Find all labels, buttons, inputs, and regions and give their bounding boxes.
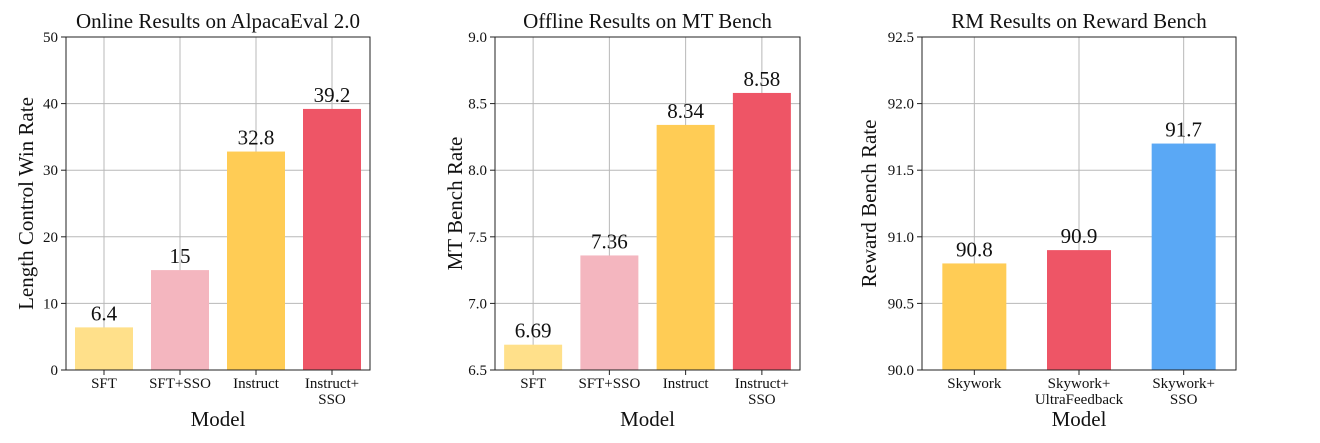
category-label-2: SFT+SSO bbox=[149, 376, 211, 392]
value-label-4: 39.2 bbox=[314, 83, 351, 107]
category-label-line: Instruct+ bbox=[305, 376, 359, 392]
bar-3 bbox=[227, 151, 285, 370]
category-label-line: SSO bbox=[748, 392, 776, 408]
y-tick-label: 50 bbox=[43, 30, 58, 46]
plot-frame bbox=[494, 36, 801, 371]
y-tick-label: 30 bbox=[43, 163, 58, 179]
y-axis-label: MT Bench Rate bbox=[443, 137, 467, 271]
value-label-2: 90.9 bbox=[1061, 224, 1098, 248]
bar-1 bbox=[75, 327, 133, 370]
bar-1 bbox=[942, 263, 1007, 370]
category-label-1: SFT bbox=[520, 376, 546, 392]
value-label-2: 7.36 bbox=[591, 229, 628, 253]
category-label-line: Instruct+ bbox=[735, 376, 789, 392]
category-label-4: Instruct+ SSO bbox=[305, 376, 359, 408]
category-label-line: SFT+SSO bbox=[149, 376, 211, 392]
category-label-4: Instruct+ SSO bbox=[735, 376, 789, 408]
value-label-3: 91.7 bbox=[1165, 118, 1202, 142]
value-label-1: 6.69 bbox=[515, 319, 552, 343]
y-tick-label: 10 bbox=[43, 296, 58, 312]
category-label-line: SFT bbox=[520, 376, 546, 392]
y-tick-label: 40 bbox=[43, 97, 58, 113]
category-label-line: SSO bbox=[1170, 392, 1198, 408]
category-label-1: Skywork bbox=[947, 376, 1002, 392]
chart-title: RM Results on Reward Bench bbox=[951, 9, 1207, 33]
y-tick-label: 8.5 bbox=[468, 97, 487, 113]
y-tick-label: 90.5 bbox=[888, 296, 914, 312]
y-axis-label: Length Control Win Rate bbox=[14, 97, 38, 310]
y-tick-label: 91.5 bbox=[888, 163, 914, 179]
value-label-3: 8.34 bbox=[667, 99, 704, 123]
value-label-3: 32.8 bbox=[238, 126, 275, 150]
category-label-3: Instruct bbox=[233, 376, 280, 392]
chart-1: 6.4 15 32.8 39.2 0 10 20 30 40 50 SFT SFT+SSO Instru… bbox=[14, 9, 371, 431]
chart-title: Offline Results on MT Bench bbox=[523, 9, 772, 33]
bar-3 bbox=[1151, 143, 1216, 370]
bar-2 bbox=[1047, 250, 1111, 370]
y-tick-label: 7.0 bbox=[468, 296, 487, 312]
chart-3: 90.8 90.9 91.7 90.0 90.5 91.0 91.5 92.0 92.5 Skyw… bbox=[857, 9, 1237, 431]
value-label-2: 15 bbox=[170, 244, 191, 268]
y-tick-label: 20 bbox=[43, 230, 58, 246]
category-label-3: Skywork+ SSO bbox=[1152, 376, 1215, 408]
bar-4 bbox=[303, 108, 361, 370]
bar-2 bbox=[580, 255, 639, 370]
category-label-2: Skywork+ UltraFeedback bbox=[1035, 376, 1124, 408]
category-label-line: Instruct bbox=[663, 376, 710, 392]
x-axis-label: Model bbox=[1052, 407, 1107, 431]
category-label-line: Skywork+ bbox=[1152, 376, 1215, 392]
bar-3 bbox=[656, 124, 715, 370]
category-label-1: SFT bbox=[91, 376, 117, 392]
x-axis-label: Model bbox=[620, 407, 675, 431]
category-label-2: SFT+SSO bbox=[578, 376, 640, 392]
y-tick-label: 9.0 bbox=[468, 30, 487, 46]
bar-1 bbox=[504, 344, 563, 370]
bar-4 bbox=[732, 92, 791, 370]
category-label-3: Instruct bbox=[663, 376, 710, 392]
chart-title: Online Results on AlpacaEval 2.0 bbox=[76, 9, 360, 33]
y-tick-label: 91.0 bbox=[888, 230, 914, 246]
category-label-line: SFT bbox=[91, 376, 117, 392]
bar-2 bbox=[151, 270, 209, 370]
y-tick-label: 92.5 bbox=[888, 30, 914, 46]
x-axis-label: Model bbox=[191, 407, 246, 431]
category-label-line: Instruct bbox=[233, 376, 280, 392]
y-tick-label: 92.0 bbox=[888, 97, 914, 113]
value-label-4: 8.58 bbox=[744, 67, 781, 91]
chart-2: 6.69 7.36 8.34 8.58 6.5 7.0 7.5 8.0 8.5 9.0 SFT SFT… bbox=[443, 9, 801, 431]
y-tick-label: 7.5 bbox=[468, 230, 487, 246]
y-tick-label: 6.5 bbox=[468, 363, 487, 379]
y-tick-label: 90.0 bbox=[888, 363, 914, 379]
category-label-line: UltraFeedback bbox=[1035, 392, 1124, 408]
value-label-1: 90.8 bbox=[956, 237, 993, 261]
category-label-line: SFT+SSO bbox=[578, 376, 640, 392]
plot-frame bbox=[65, 36, 371, 371]
category-label-line: Skywork bbox=[947, 376, 1002, 392]
y-axis-label: Reward Bench Rate bbox=[857, 120, 881, 288]
y-tick-label: 8.0 bbox=[468, 163, 487, 179]
y-tick-label: 0 bbox=[51, 363, 59, 379]
value-label-1: 6.4 bbox=[91, 301, 118, 325]
category-label-line: Skywork+ bbox=[1048, 376, 1111, 392]
category-label-line: SSO bbox=[318, 392, 346, 408]
